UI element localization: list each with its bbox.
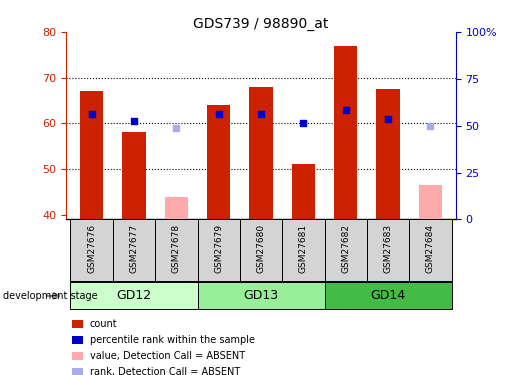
Bar	[376, 89, 400, 219]
Point	[87, 111, 96, 117]
Bar	[113, 219, 155, 281]
Text: GSM27682: GSM27682	[341, 224, 350, 273]
Text: GSM27684: GSM27684	[426, 224, 435, 273]
Bar	[122, 132, 146, 219]
Bar	[70, 219, 113, 281]
Text: value, Detection Call = ABSENT: value, Detection Call = ABSENT	[90, 351, 245, 361]
Text: GSM27679: GSM27679	[214, 224, 223, 273]
Point	[257, 111, 266, 117]
Text: GD13: GD13	[243, 290, 279, 302]
Text: GD12: GD12	[117, 290, 152, 302]
Text: rank, Detection Call = ABSENT: rank, Detection Call = ABSENT	[90, 367, 240, 375]
Bar	[409, 219, 452, 281]
Bar	[70, 282, 198, 309]
Bar	[165, 196, 188, 219]
Bar	[282, 219, 324, 281]
Bar	[324, 282, 452, 309]
Text: development stage: development stage	[3, 291, 98, 301]
Point	[341, 106, 350, 112]
Bar	[198, 219, 240, 281]
Title: GDS739 / 98890_at: GDS739 / 98890_at	[193, 17, 329, 31]
Bar	[198, 282, 324, 309]
Text: GSM27678: GSM27678	[172, 224, 181, 273]
Text: GSM27676: GSM27676	[87, 224, 96, 273]
Bar	[250, 87, 272, 219]
Bar	[207, 105, 231, 219]
Point	[130, 118, 138, 124]
Text: GSM27683: GSM27683	[384, 224, 393, 273]
Point	[172, 125, 181, 131]
Text: GSM27681: GSM27681	[299, 224, 308, 273]
Bar	[367, 219, 409, 281]
Bar	[324, 219, 367, 281]
Bar	[240, 219, 282, 281]
Text: percentile rank within the sample: percentile rank within the sample	[90, 335, 254, 345]
Point	[215, 111, 223, 117]
Point	[299, 120, 307, 126]
Text: GSM27677: GSM27677	[129, 224, 138, 273]
Text: count: count	[90, 320, 117, 329]
Point	[384, 116, 392, 122]
Point	[426, 123, 435, 129]
Text: GD14: GD14	[370, 290, 405, 302]
Bar	[419, 185, 442, 219]
Bar	[155, 219, 198, 281]
Bar	[80, 92, 103, 219]
Bar	[334, 46, 357, 219]
Text: GSM27680: GSM27680	[257, 224, 266, 273]
Bar	[292, 165, 315, 219]
